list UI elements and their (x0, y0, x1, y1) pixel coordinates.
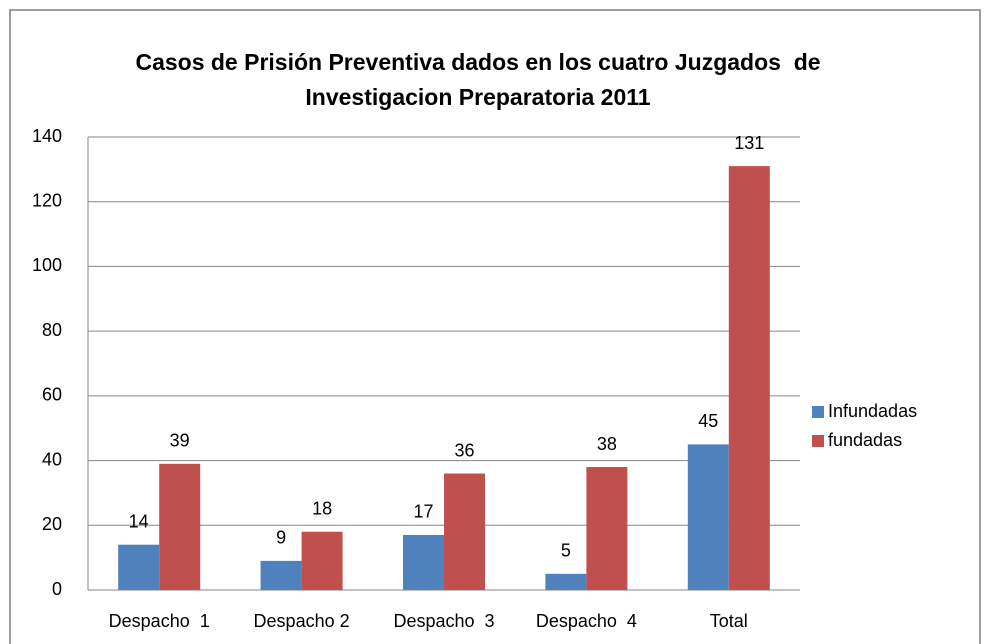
legend-swatch (812, 406, 824, 418)
data-label: 36 (454, 440, 474, 460)
x-tick-label: Despacho 4 (536, 611, 637, 631)
bar (687, 444, 729, 590)
x-tick-label: Despacho 2 (254, 611, 350, 631)
x-tick-label: Despacho 3 (393, 611, 494, 631)
y-tick-label: 120 (32, 190, 62, 210)
bar (159, 463, 201, 590)
legend-label: Infundadas (828, 401, 917, 421)
data-label: 131 (734, 133, 764, 153)
bar (545, 573, 587, 590)
y-tick-label: 80 (42, 320, 62, 340)
data-label: 5 (561, 541, 571, 561)
y-tick-label: 60 (42, 385, 62, 405)
bar (301, 531, 343, 590)
legend-label: fundadas (828, 430, 902, 450)
data-label: 39 (170, 431, 190, 451)
bar (118, 544, 160, 590)
data-label: 17 (413, 502, 433, 522)
data-label: 45 (698, 411, 718, 431)
y-tick-label: 20 (42, 514, 62, 534)
bar (403, 534, 444, 590)
x-tick-label: Total (710, 611, 748, 631)
y-tick-label: 0 (52, 579, 62, 599)
bar (586, 467, 628, 590)
legend-swatch (812, 435, 824, 447)
data-label: 18 (312, 499, 332, 519)
chart-title: Investigacion Preparatoria 2011 (305, 84, 650, 110)
data-label: 14 (129, 511, 149, 531)
data-label: 38 (597, 434, 617, 454)
bar (444, 473, 485, 590)
bar (260, 560, 302, 590)
x-tick-label: Despacho 1 (109, 611, 210, 631)
chart-title: Casos de Prisión Preventiva dados en los… (135, 49, 820, 75)
bar (728, 166, 770, 590)
y-tick-label: 100 (32, 255, 62, 275)
y-tick-label: 40 (42, 449, 62, 469)
y-tick-label: 140 (32, 126, 62, 146)
data-label: 9 (276, 528, 286, 548)
